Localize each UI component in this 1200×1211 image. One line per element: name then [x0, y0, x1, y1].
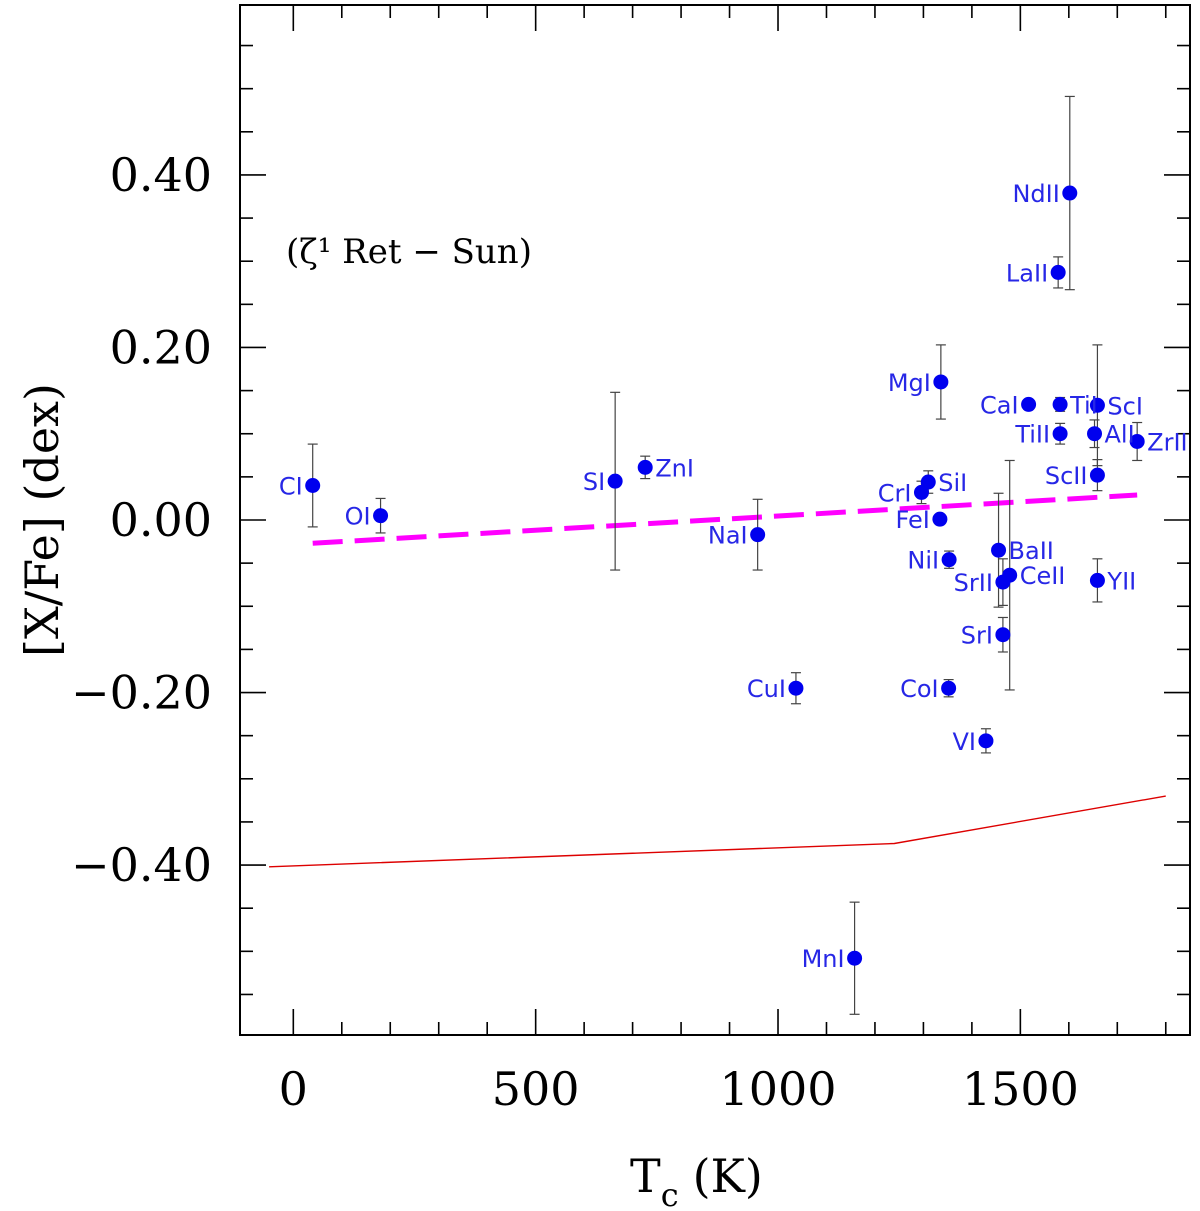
- point-label: BaII: [1009, 537, 1054, 565]
- point-label: OI: [345, 503, 371, 531]
- point-label: NiI: [907, 547, 939, 575]
- data-point: [941, 680, 957, 696]
- tick-labels: 0 500 1000 1500 0.40 0.20 0.00 −0.20 −0.40: [71, 148, 1079, 1116]
- point-label: ZrII: [1147, 428, 1187, 456]
- point-label: CI: [279, 472, 303, 500]
- point-label: CeII: [1020, 562, 1066, 590]
- data-point: [847, 950, 863, 966]
- gce-trend-line-group: [269, 795, 1166, 868]
- point-label: CrI: [878, 479, 912, 507]
- data-point: [933, 374, 949, 390]
- x-axis-unit: (K): [693, 1149, 763, 1203]
- point-label: ZnI: [655, 454, 694, 482]
- data-point: [1052, 396, 1068, 412]
- data-point: [1089, 467, 1105, 483]
- y-tick-label: 0.20: [110, 320, 212, 374]
- point-label: LaII: [1006, 259, 1048, 287]
- point-label: CaI: [980, 391, 1019, 419]
- svg-text:Tc(K): Tc (K): [630, 1149, 763, 1211]
- x-tick-label: 0: [279, 1062, 308, 1116]
- fit-line: [312, 492, 1138, 546]
- data-point: [1052, 426, 1068, 442]
- data-point: [1087, 426, 1103, 442]
- point-label: MgI: [888, 369, 931, 397]
- x-axis-label-subscript: c: [661, 1176, 679, 1211]
- point-label: ScII: [1045, 462, 1088, 490]
- y-tick-label: −0.40: [71, 838, 212, 892]
- data-point: [991, 542, 1007, 558]
- data-point: [1089, 397, 1105, 413]
- point-label: SI: [583, 468, 605, 496]
- data-point: [995, 627, 1011, 643]
- x-axis-label: T: [630, 1149, 661, 1203]
- data-point: [920, 474, 936, 490]
- data-point: [1062, 185, 1078, 201]
- point-label: TiII: [1014, 421, 1050, 449]
- x-tick-label: 500: [492, 1062, 580, 1116]
- data-point: [788, 680, 804, 696]
- point-label: YII: [1106, 567, 1136, 595]
- data-point: [750, 527, 766, 543]
- data-point: [305, 477, 321, 493]
- point-label: SiI: [938, 469, 967, 497]
- data-point: [978, 733, 994, 749]
- data-point: [1021, 396, 1037, 412]
- fit-line-group: [312, 492, 1138, 546]
- data-point: [932, 511, 948, 527]
- data-point: [637, 459, 653, 475]
- data-point: [941, 552, 957, 568]
- point-label: FeI: [896, 506, 930, 534]
- point-label: ScI: [1107, 392, 1143, 420]
- point-label: NaI: [708, 522, 748, 550]
- point-label: MnI: [802, 945, 845, 973]
- data-point: [607, 473, 623, 489]
- data-point: [1129, 433, 1145, 449]
- x-tick-label: 1500: [962, 1062, 1079, 1116]
- x-axis-title: Tc (K): [630, 1149, 763, 1211]
- data-point: [1050, 264, 1066, 280]
- chart-annotation: (ζ¹ Ret − Sun): [286, 232, 532, 272]
- y-tick-label: −0.20: [71, 666, 212, 720]
- point-label: CoI: [900, 675, 939, 703]
- plot-frame: [239, 4, 1191, 1036]
- point-label: CuI: [747, 675, 786, 703]
- y-tick-label: 0.40: [110, 148, 212, 202]
- point-label: SrI: [961, 622, 993, 650]
- point-labels: CI OI SI ZnI NaI CuI MnI CrI SiI MgI FeI NiI CoI VI Ba…: [279, 180, 1188, 973]
- data-points: [305, 185, 1145, 966]
- y-axis-label: [X/Fe] (dex): [15, 383, 69, 657]
- point-label: TiI: [1069, 391, 1098, 419]
- point-label: SrII: [954, 569, 993, 597]
- x-tick-label: 1000: [719, 1062, 836, 1116]
- data-point: [373, 508, 389, 524]
- point-label: VI: [952, 728, 976, 756]
- axis-ticks: [240, 5, 1190, 1035]
- data-point: [1002, 567, 1018, 583]
- gce-trend-line: [269, 795, 1166, 868]
- data-point: [1089, 572, 1105, 588]
- point-label: NdII: [1012, 180, 1059, 208]
- y-tick-label: 0.00: [110, 493, 212, 547]
- point-label: AlI: [1105, 421, 1135, 449]
